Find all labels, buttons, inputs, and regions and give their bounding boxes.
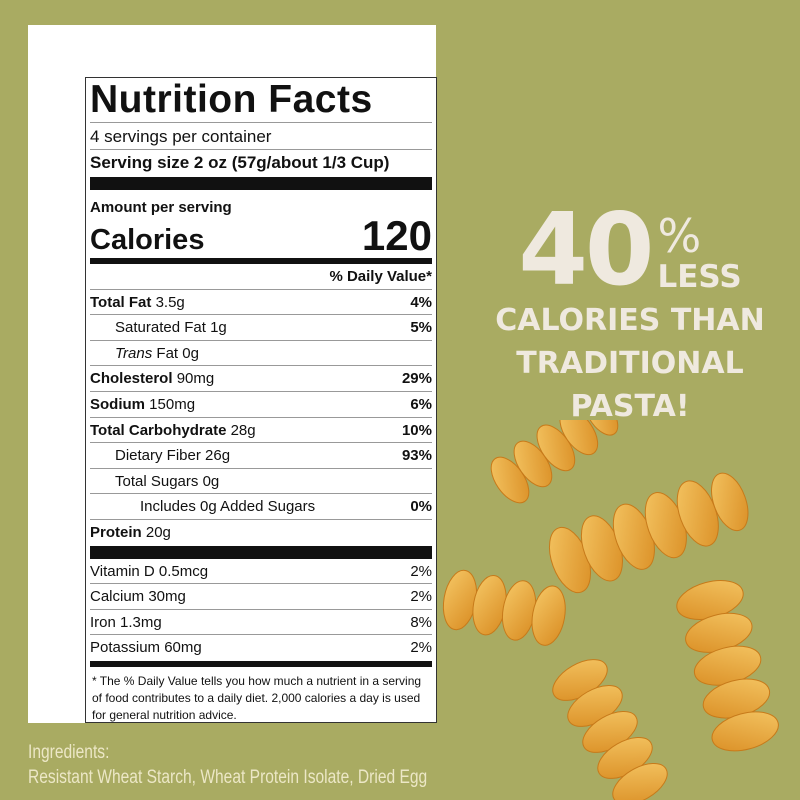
nutrition-facts-label: Nutrition Facts 4 servings per container… xyxy=(85,77,437,723)
nutrient-name: Protein xyxy=(90,523,142,541)
nutrient-row: Trans Fat 0g xyxy=(90,341,432,367)
calories-value: 120 xyxy=(361,212,432,259)
nutrient-dv: 5% xyxy=(410,319,432,337)
vitamin-name: Potassium 60mg xyxy=(90,639,202,657)
nutrient-row: Sodium 150mg 6% xyxy=(90,392,432,418)
divider-thick xyxy=(90,545,432,559)
divider-medium xyxy=(90,258,432,264)
amount-per-serving: Amount per serving xyxy=(90,199,232,216)
nutrient-amount: 150mg xyxy=(149,395,196,413)
calories-row: Calories 120 xyxy=(90,212,432,259)
nutrient-name: Trans xyxy=(115,344,153,362)
nutrient-row: Includes 0g Added Sugars 0% xyxy=(90,494,432,520)
ingredients-heading: Ingredients: xyxy=(28,742,110,763)
nutrient-row: Total Sugars 0g xyxy=(90,469,432,495)
nutrition-card: Nutrition Facts 4 servings per container… xyxy=(28,25,437,723)
nutrient-label: Total Carbohydrate 28g xyxy=(90,418,256,443)
nutrient-amount: 26g xyxy=(205,447,231,465)
nutrient-amount: 90mg xyxy=(176,370,215,388)
promo-line3: PASTA! xyxy=(570,389,690,424)
vitamin-dv: 2% xyxy=(410,639,432,657)
nutrient-row: Total Fat 3.5g 4% xyxy=(90,290,432,316)
nutrient-dv: 93% xyxy=(401,447,432,465)
nutrient-amount: 0g xyxy=(202,472,220,490)
vitamin-row: Iron 1.3mg 8% xyxy=(90,610,432,636)
vitamin-name: Calcium 30mg xyxy=(90,588,186,606)
nutrient-label: Total Fat 3.5g xyxy=(90,290,185,315)
nutrient-label: Dietary Fiber 26g xyxy=(90,443,230,468)
calories-label: Calories xyxy=(90,224,205,256)
promo-headline: 40 % LESS CALORIES THAN TRADITIONAL PAST… xyxy=(470,195,790,428)
nutrient-amount: 3.5g xyxy=(155,293,185,311)
vitamin-row: Potassium 60mg 2% xyxy=(90,635,432,661)
nutrient-label: Protein 20g xyxy=(90,520,171,546)
nutrient-dv: 0% xyxy=(410,498,432,516)
vitamin-name: Vitamin D 0.5mcg xyxy=(90,562,209,580)
nutrient-name: Includes 0g Added Sugars xyxy=(140,498,316,516)
label-title: Nutrition Facts xyxy=(90,78,432,123)
servings-text: 4 servings per container xyxy=(90,127,272,146)
promo-number: 40 xyxy=(518,191,654,308)
nutrient-label: Sodium 150mg xyxy=(90,392,195,417)
promo-line1: CALORIES THAN xyxy=(495,303,765,338)
nutrient-label: Saturated Fat 1g xyxy=(90,315,227,340)
nutrient-dv: 4% xyxy=(410,293,432,311)
vitamin-dv: 2% xyxy=(410,588,432,606)
nutrient-amount: Fat 0g xyxy=(156,344,199,362)
vitamin-dv: 8% xyxy=(410,613,432,631)
nutrient-name: Total Fat xyxy=(90,293,152,311)
nutrient-name: Total Sugars xyxy=(115,472,199,490)
dv-header-text: % Daily Value* xyxy=(329,268,432,285)
nutrient-name: Cholesterol xyxy=(90,370,173,388)
nutrient-dv: 10% xyxy=(401,421,432,439)
promo-line2: TRADITIONAL xyxy=(516,346,744,381)
vitamin-name: Iron 1.3mg xyxy=(90,613,162,631)
nutrient-label: Cholesterol 90mg xyxy=(90,366,214,391)
nutrient-name: Dietary Fiber xyxy=(115,447,201,465)
dv-header: % Daily Value* xyxy=(90,264,432,290)
promo-percent: % xyxy=(657,209,702,263)
nutrient-amount: 20g xyxy=(145,523,171,541)
promo-less: LESS xyxy=(657,259,742,295)
serving-size-text: Serving size 2 oz (57g/about 1/3 Cup) xyxy=(90,153,390,172)
nutrient-row: Total Carbohydrate 28g 10% xyxy=(90,418,432,444)
footnote: * The % Daily Value tells you how much a… xyxy=(92,673,422,722)
nutrient-name: Sodium xyxy=(90,395,145,413)
nutrient-name: Saturated Fat xyxy=(115,319,206,337)
nutrient-row: Protein 20g xyxy=(90,520,432,546)
nutrient-row: Dietary Fiber 26g 93% xyxy=(90,443,432,469)
vitamin-row: Calcium 30mg 2% xyxy=(90,584,432,610)
nutrient-label: Total Sugars 0g xyxy=(90,469,219,494)
nutrient-label: Includes 0g Added Sugars xyxy=(90,494,315,519)
vitamin-row: Vitamin D 0.5mcg 2% xyxy=(90,559,432,585)
nutrient-row: Saturated Fat 1g 5% xyxy=(90,315,432,341)
nutrient-row: Cholesterol 90mg 29% xyxy=(90,366,432,392)
divider-medium xyxy=(90,660,432,667)
vitamin-dv: 2% xyxy=(410,562,432,580)
serving-size: Serving size 2 oz (57g/about 1/3 Cup) xyxy=(90,150,432,177)
nutrient-name: Total Carbohydrate xyxy=(90,421,227,439)
divider-thick xyxy=(90,177,432,190)
nutrient-dv: 29% xyxy=(401,370,432,388)
nutrient-dv: 6% xyxy=(410,395,432,413)
nutrient-amount: 28g xyxy=(230,421,256,439)
nutrient-label: Trans Fat 0g xyxy=(90,341,199,366)
ingredients-text: Resistant Wheat Starch, Wheat Protein Is… xyxy=(28,767,428,788)
servings-per-container: 4 servings per container xyxy=(90,123,432,150)
nutrient-amount: 1g xyxy=(210,319,227,337)
fusilli-pasta-image xyxy=(442,420,779,800)
ingredients: Ingredients: Resistant Wheat Starch, Whe… xyxy=(28,740,427,790)
